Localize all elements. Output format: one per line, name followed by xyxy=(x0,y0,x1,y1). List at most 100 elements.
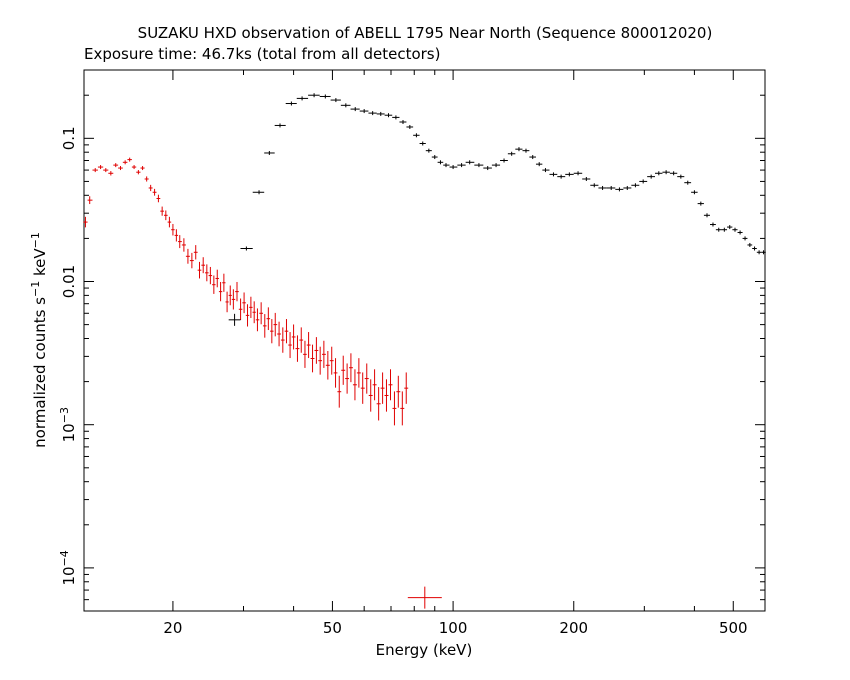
data-point xyxy=(582,176,591,181)
data-point xyxy=(262,314,267,338)
data-point xyxy=(259,302,263,325)
data-point xyxy=(189,252,194,269)
data-point xyxy=(474,163,484,168)
data-point xyxy=(457,163,466,168)
data-point xyxy=(167,216,172,228)
data-point xyxy=(245,304,250,327)
data-point xyxy=(87,196,93,205)
data-point xyxy=(308,93,320,98)
data-point xyxy=(425,148,432,153)
data-point xyxy=(697,201,704,206)
data-point xyxy=(345,363,350,394)
data-point xyxy=(669,171,678,176)
data-point xyxy=(252,190,265,195)
data-point xyxy=(376,111,385,116)
plot-frame xyxy=(83,69,766,612)
data-point xyxy=(631,183,640,188)
data-point xyxy=(277,321,281,347)
data-point xyxy=(747,242,753,247)
chart-title: SUZAKU HXD observation of ABELL 1795 Nea… xyxy=(138,24,713,42)
data-point xyxy=(364,363,369,394)
data-point xyxy=(212,275,216,294)
data-point xyxy=(205,264,209,282)
data-point xyxy=(350,107,360,112)
y-axis-label-mid: keV xyxy=(31,248,49,281)
data-point xyxy=(273,312,278,337)
data-point xyxy=(303,340,307,368)
y-tick-label: 10−3 xyxy=(58,407,78,442)
data-point xyxy=(565,172,574,177)
data-point xyxy=(171,223,175,236)
data-point xyxy=(522,148,530,153)
data-point xyxy=(709,222,716,227)
data-point xyxy=(118,166,123,171)
data-point xyxy=(407,586,442,609)
x-tick-label: 100 xyxy=(439,619,468,637)
data-point xyxy=(285,101,297,106)
data-point xyxy=(352,369,357,401)
series-pin-outlier xyxy=(407,586,442,609)
data-point xyxy=(185,248,190,264)
data-point xyxy=(127,157,132,162)
data-point xyxy=(340,103,351,108)
data-point xyxy=(384,379,389,412)
data-point xyxy=(715,227,722,232)
data-point xyxy=(623,185,632,190)
data-point xyxy=(400,391,405,426)
data-point xyxy=(356,358,361,388)
data-point xyxy=(330,98,341,103)
data-point xyxy=(266,307,271,331)
data-point xyxy=(140,166,145,171)
data-point xyxy=(280,327,285,353)
data-point xyxy=(284,319,289,344)
data-point xyxy=(222,273,226,292)
data-point xyxy=(92,168,98,173)
data-point xyxy=(163,210,168,221)
data-point xyxy=(384,113,393,118)
data-point xyxy=(122,160,128,165)
data-point xyxy=(310,344,315,373)
data-point xyxy=(255,308,260,332)
data-point xyxy=(231,289,236,310)
data-point xyxy=(399,120,407,125)
data-point xyxy=(197,261,202,279)
data-point xyxy=(318,346,323,375)
data-point xyxy=(208,266,213,285)
data-point xyxy=(491,163,501,168)
series-pin xyxy=(83,157,409,426)
data-point xyxy=(160,206,164,216)
data-point xyxy=(329,346,334,375)
data-point xyxy=(113,163,119,168)
data-point xyxy=(240,246,253,251)
data-point xyxy=(178,235,182,249)
data-point xyxy=(201,257,206,274)
data-point xyxy=(737,230,743,235)
data-point xyxy=(732,227,738,232)
data-point xyxy=(274,123,286,128)
data-point xyxy=(249,296,253,318)
data-point xyxy=(598,185,607,190)
data-point xyxy=(752,246,757,251)
series-layer xyxy=(83,93,766,609)
data-point xyxy=(337,375,342,408)
data-point xyxy=(761,250,766,255)
data-point xyxy=(131,165,137,170)
data-point xyxy=(242,292,246,314)
data-point xyxy=(83,216,88,228)
y-axis-label-sup1: −1 xyxy=(29,281,42,297)
data-point xyxy=(148,184,153,192)
data-point xyxy=(299,327,304,353)
data-point xyxy=(392,391,397,426)
data-point xyxy=(449,165,458,170)
data-point xyxy=(431,155,438,160)
data-point xyxy=(333,358,338,388)
data-point xyxy=(144,176,149,182)
data-point xyxy=(727,225,733,230)
x-tick-label: 20 xyxy=(163,619,182,637)
data-point xyxy=(654,171,663,176)
data-point xyxy=(228,285,232,306)
data-point xyxy=(404,372,409,404)
data-point xyxy=(181,238,186,252)
data-point xyxy=(639,179,648,184)
data-point xyxy=(97,165,104,170)
